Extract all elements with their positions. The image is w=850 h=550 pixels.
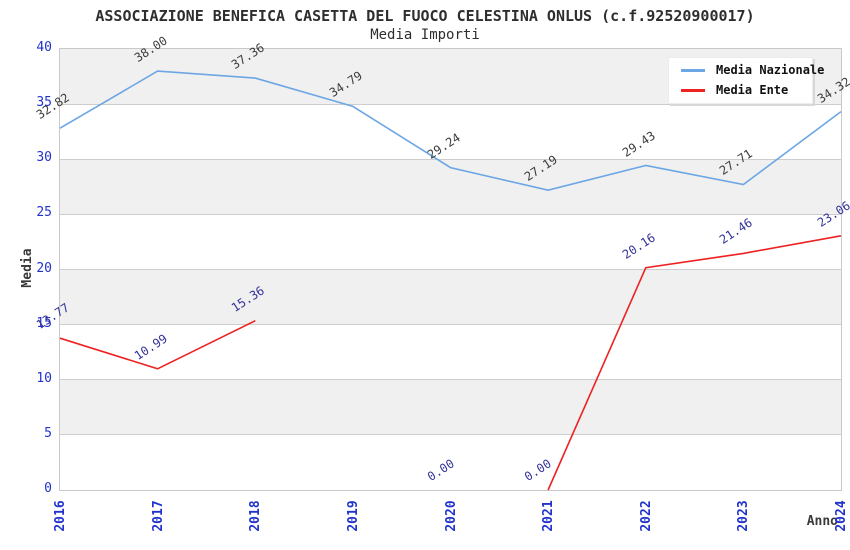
gridline <box>60 379 841 381</box>
x-axis-tick-label: 2024 <box>834 500 849 532</box>
media-ente-line-swatch <box>681 89 705 92</box>
y-axis-tick-label: 30 <box>36 150 52 166</box>
x-axis-tick-label: 2023 <box>736 500 752 532</box>
gridline <box>60 213 841 215</box>
y-axis-tick-label: 40 <box>36 40 52 55</box>
legend-label: Media Nazionale <box>716 63 825 77</box>
x-axis-tick-label: 2016 <box>53 500 68 532</box>
x-axis-tick-label: 2019 <box>345 500 361 532</box>
chart-subtitle: Media Importi <box>370 27 480 43</box>
x-axis-tick-label: 2021 <box>541 500 557 532</box>
y-axis-tick-label: 0 <box>44 481 52 496</box>
media-ente-line <box>547 235 842 491</box>
x-axis-tick-label: 2017 <box>150 500 166 532</box>
legend-label: Media Ente <box>716 83 789 97</box>
legend-box: Media Nazionale Media Ente <box>668 57 824 104</box>
y-axis-tick-label: 35 <box>36 95 52 111</box>
gridline <box>60 269 841 270</box>
media-nazionale-line-swatch <box>681 69 705 72</box>
y-axis-tick-label: 5 <box>44 425 52 441</box>
legend-item-media-nazionale: Media Nazionale <box>681 64 824 77</box>
gridline <box>60 158 841 160</box>
x-axis-tick-label: 2022 <box>638 500 654 532</box>
y-axis-tick-label: 25 <box>36 205 52 221</box>
series-plot <box>59 70 842 491</box>
legend-item-media-ente: Media Ente <box>681 84 812 97</box>
gridline <box>60 324 841 326</box>
gridline <box>60 434 841 436</box>
gridline <box>60 103 841 105</box>
y-axis-tick-label: 15 <box>36 315 52 331</box>
plot-area <box>59 48 842 491</box>
x-axis-tick-label: 2020 <box>443 500 459 532</box>
media-ente-line <box>59 319 256 370</box>
media-nazionale-line <box>59 70 842 192</box>
x-axis-title: Anno <box>806 514 838 529</box>
y-axis-tick-label: 20 <box>36 260 52 276</box>
chart-title: ASSOCIAZIONE BENEFICA CASETTA DEL FUOCO … <box>95 7 755 25</box>
x-axis-tick-label: 2018 <box>248 500 264 532</box>
y-axis-tick-label: 10 <box>36 370 52 386</box>
